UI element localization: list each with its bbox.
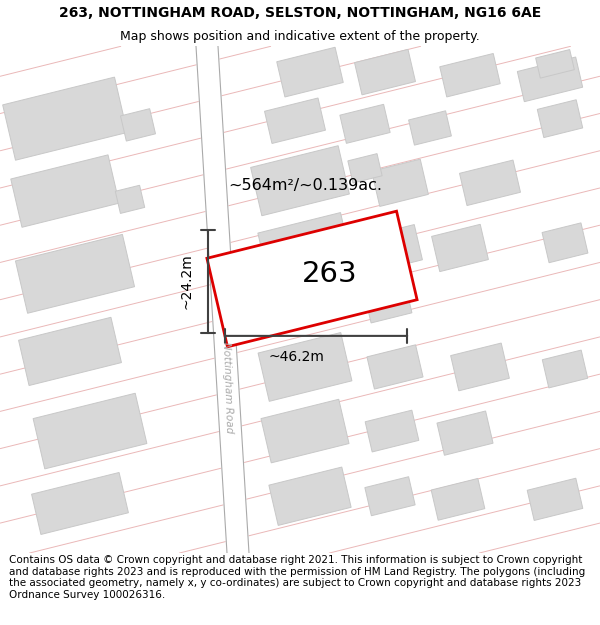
Polygon shape bbox=[251, 146, 349, 216]
Polygon shape bbox=[542, 223, 588, 262]
Polygon shape bbox=[409, 111, 451, 145]
Text: ~564m²/~0.139ac.: ~564m²/~0.139ac. bbox=[228, 178, 382, 193]
Polygon shape bbox=[261, 399, 349, 463]
Polygon shape bbox=[19, 318, 121, 386]
Polygon shape bbox=[11, 155, 119, 228]
Polygon shape bbox=[368, 224, 422, 271]
Polygon shape bbox=[431, 224, 488, 272]
Polygon shape bbox=[527, 478, 583, 521]
Polygon shape bbox=[121, 109, 155, 141]
Polygon shape bbox=[115, 185, 145, 213]
Polygon shape bbox=[196, 46, 249, 553]
Polygon shape bbox=[265, 98, 325, 144]
Text: Map shows position and indicative extent of the property.: Map shows position and indicative extent… bbox=[120, 29, 480, 42]
Polygon shape bbox=[431, 479, 485, 520]
Polygon shape bbox=[440, 54, 500, 97]
Polygon shape bbox=[355, 49, 415, 95]
Text: Contains OS data © Crown copyright and database right 2021. This information is : Contains OS data © Crown copyright and d… bbox=[9, 555, 585, 600]
Polygon shape bbox=[371, 159, 428, 206]
Text: ~46.2m: ~46.2m bbox=[268, 349, 324, 364]
Polygon shape bbox=[348, 154, 382, 183]
Polygon shape bbox=[269, 467, 351, 526]
Polygon shape bbox=[258, 213, 352, 283]
Polygon shape bbox=[340, 104, 390, 143]
Text: 263: 263 bbox=[302, 260, 358, 288]
Polygon shape bbox=[2, 77, 127, 160]
Polygon shape bbox=[207, 211, 417, 347]
Polygon shape bbox=[365, 477, 415, 516]
Polygon shape bbox=[367, 345, 423, 389]
Polygon shape bbox=[451, 343, 509, 391]
Polygon shape bbox=[536, 49, 574, 78]
Polygon shape bbox=[33, 393, 147, 469]
Polygon shape bbox=[32, 472, 128, 534]
Polygon shape bbox=[517, 57, 583, 102]
Polygon shape bbox=[437, 411, 493, 455]
Text: ~24.2m: ~24.2m bbox=[179, 254, 193, 309]
Polygon shape bbox=[364, 282, 412, 323]
Text: Nottingham Road: Nottingham Road bbox=[221, 342, 234, 434]
Polygon shape bbox=[258, 332, 352, 401]
Polygon shape bbox=[460, 160, 520, 206]
Polygon shape bbox=[16, 234, 134, 313]
Text: 263, NOTTINGHAM ROAD, SELSTON, NOTTINGHAM, NG16 6AE: 263, NOTTINGHAM ROAD, SELSTON, NOTTINGHA… bbox=[59, 6, 541, 20]
Polygon shape bbox=[277, 48, 343, 97]
Polygon shape bbox=[365, 410, 419, 452]
Polygon shape bbox=[542, 350, 588, 388]
Polygon shape bbox=[537, 100, 583, 138]
